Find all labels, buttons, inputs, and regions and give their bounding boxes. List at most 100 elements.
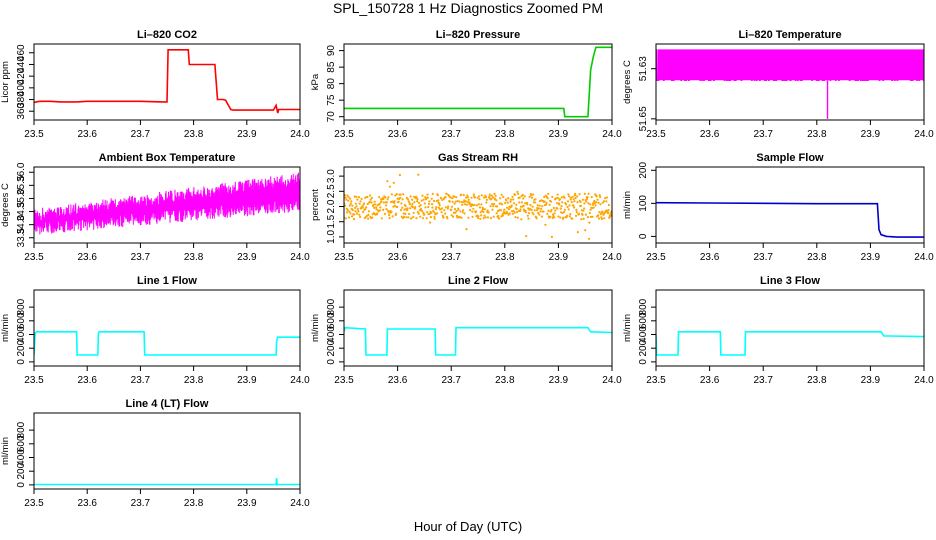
data-point xyxy=(349,197,352,200)
data-point xyxy=(451,200,454,203)
series-group xyxy=(34,49,300,114)
data-point xyxy=(528,195,531,198)
data-point xyxy=(481,208,485,211)
data-point xyxy=(348,210,351,213)
data-point xyxy=(413,195,416,198)
data-point xyxy=(480,194,483,197)
data-point xyxy=(485,198,488,201)
data-point xyxy=(549,215,552,218)
panel-title: Li–820 Pressure xyxy=(436,29,520,41)
data-point xyxy=(569,196,573,199)
data-point xyxy=(492,215,495,218)
data-point xyxy=(478,198,481,201)
data-point xyxy=(397,200,400,203)
x-tick-label: 23.5 xyxy=(24,498,44,509)
x-tick-label: 24.0 xyxy=(914,252,934,263)
x-tick-label: 23.7 xyxy=(753,129,773,140)
data-point xyxy=(563,210,566,214)
x-tick-label: 23.8 xyxy=(184,375,204,386)
data-point xyxy=(522,197,525,200)
y-tick-label: 36.0 xyxy=(16,162,27,182)
data-point xyxy=(431,206,434,209)
data-point xyxy=(526,203,529,206)
data-point xyxy=(463,212,466,215)
data-point xyxy=(537,207,541,210)
data-point xyxy=(487,211,490,214)
series-line xyxy=(656,201,924,238)
data-point xyxy=(417,173,420,176)
x-tick-label: 23.8 xyxy=(807,252,827,263)
data-point xyxy=(349,202,352,205)
data-point xyxy=(588,211,591,215)
data-point xyxy=(530,196,534,199)
data-point xyxy=(465,228,468,231)
panel-title: Line 3 Flow xyxy=(760,275,820,287)
data-point xyxy=(373,206,376,209)
data-point xyxy=(566,205,569,209)
x-tick-label: 23.7 xyxy=(131,498,151,509)
data-point xyxy=(450,205,454,208)
data-point xyxy=(563,196,566,199)
data-point xyxy=(582,217,585,220)
data-point xyxy=(533,201,537,204)
panel-title: Line 2 Flow xyxy=(448,275,508,287)
data-point xyxy=(362,210,365,214)
data-point xyxy=(462,201,465,204)
data-point xyxy=(560,205,563,208)
data-point xyxy=(599,213,603,216)
data-point xyxy=(467,216,470,219)
x-tick-label: 23.9 xyxy=(861,252,881,263)
data-point xyxy=(395,212,398,215)
data-point xyxy=(584,229,587,232)
y-tick-label: 200 xyxy=(638,339,649,356)
data-point xyxy=(571,217,574,220)
x-tick-label: 23.9 xyxy=(549,252,569,263)
data-point xyxy=(566,214,569,217)
data-point xyxy=(346,209,349,212)
data-point xyxy=(555,202,559,205)
data-point xyxy=(433,215,436,218)
data-point xyxy=(473,196,476,199)
data-point xyxy=(391,215,394,218)
x-tick-label: 23.8 xyxy=(495,252,515,263)
data-point xyxy=(589,203,592,206)
data-point xyxy=(575,208,578,211)
data-point xyxy=(514,216,517,219)
data-point xyxy=(563,208,567,211)
data-point xyxy=(524,211,528,214)
y-tick-label: 2.5 xyxy=(326,184,337,198)
data-point xyxy=(429,216,432,219)
data-point xyxy=(456,199,459,203)
data-point xyxy=(350,200,353,203)
data-point xyxy=(359,215,362,218)
data-point xyxy=(497,214,500,218)
data-point xyxy=(576,195,579,198)
y-tick-label: 1.5 xyxy=(326,214,337,228)
y-tick-label: 80 xyxy=(326,78,337,90)
x-tick-label: 23.8 xyxy=(184,498,204,509)
data-point xyxy=(364,207,367,211)
y-tick-label: 400 xyxy=(16,79,27,96)
y-tick-label: 51.63 xyxy=(638,56,649,81)
data-point xyxy=(559,216,562,219)
data-point xyxy=(605,196,609,199)
data-point xyxy=(451,197,454,200)
data-point xyxy=(485,201,488,204)
data-point xyxy=(460,201,463,204)
data-point xyxy=(582,209,585,212)
data-point xyxy=(543,195,546,199)
y-tick-label: 200 xyxy=(16,462,27,479)
data-point xyxy=(386,198,389,201)
data-point xyxy=(426,193,429,196)
x-tick-label: 23.8 xyxy=(495,129,515,140)
series-group xyxy=(344,326,612,356)
data-point xyxy=(470,196,473,199)
data-point xyxy=(417,212,420,215)
data-point xyxy=(406,198,409,201)
data-point xyxy=(478,206,481,209)
data-point xyxy=(557,215,560,218)
data-point xyxy=(526,214,529,217)
data-point xyxy=(450,208,453,211)
data-point xyxy=(406,207,409,210)
data-point xyxy=(567,208,570,211)
